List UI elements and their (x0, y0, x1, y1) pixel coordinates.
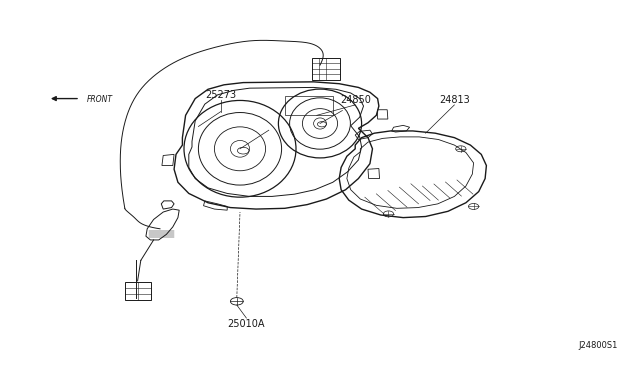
Text: 25273: 25273 (205, 90, 236, 100)
Text: J24800S1: J24800S1 (579, 341, 618, 350)
Text: 24813: 24813 (439, 96, 470, 105)
Text: 25010A: 25010A (228, 319, 265, 328)
Text: FRONT: FRONT (86, 95, 113, 104)
Text: 24850: 24850 (340, 96, 371, 105)
